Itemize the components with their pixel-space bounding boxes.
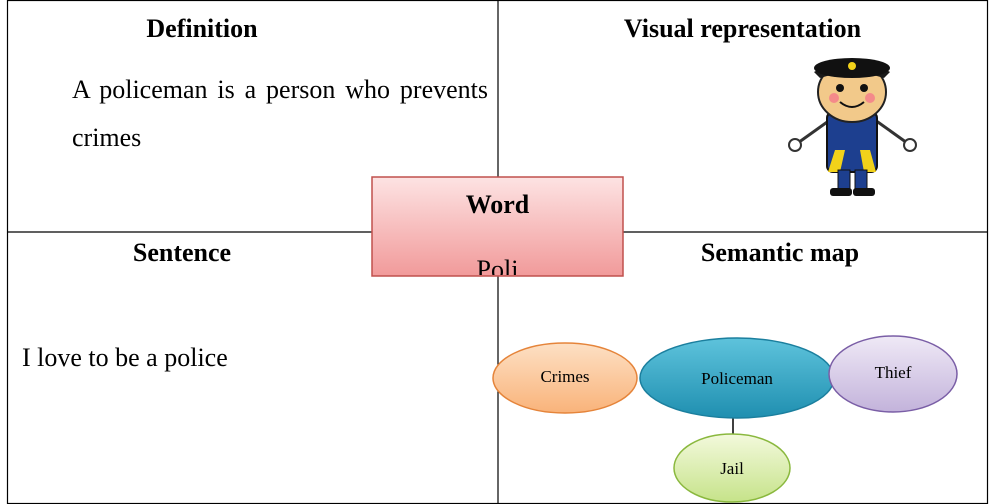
word-box [371, 176, 624, 277]
policeman-icon [788, 58, 917, 196]
cell-text: I love to be a police [22, 343, 228, 372]
cell-text: A policeman is a person who prevents cri… [72, 75, 488, 152]
word-clip: Poli [372, 255, 623, 275]
node-label: Thief [875, 363, 912, 382]
word-text: Poli [476, 255, 519, 275]
node-shape [492, 342, 638, 414]
node-shape [828, 335, 958, 413]
node-label: Policeman [701, 369, 773, 388]
cell-title: Semantic map [700, 238, 860, 267]
cell-title: Sentence [132, 238, 232, 267]
word-title: Word [465, 190, 530, 219]
cell-title: Visual representation [623, 14, 862, 43]
node-label: Crimes [540, 367, 589, 386]
cell-title: Definition [146, 14, 258, 43]
node-shape [673, 433, 791, 503]
node-label: Jail [720, 459, 744, 478]
